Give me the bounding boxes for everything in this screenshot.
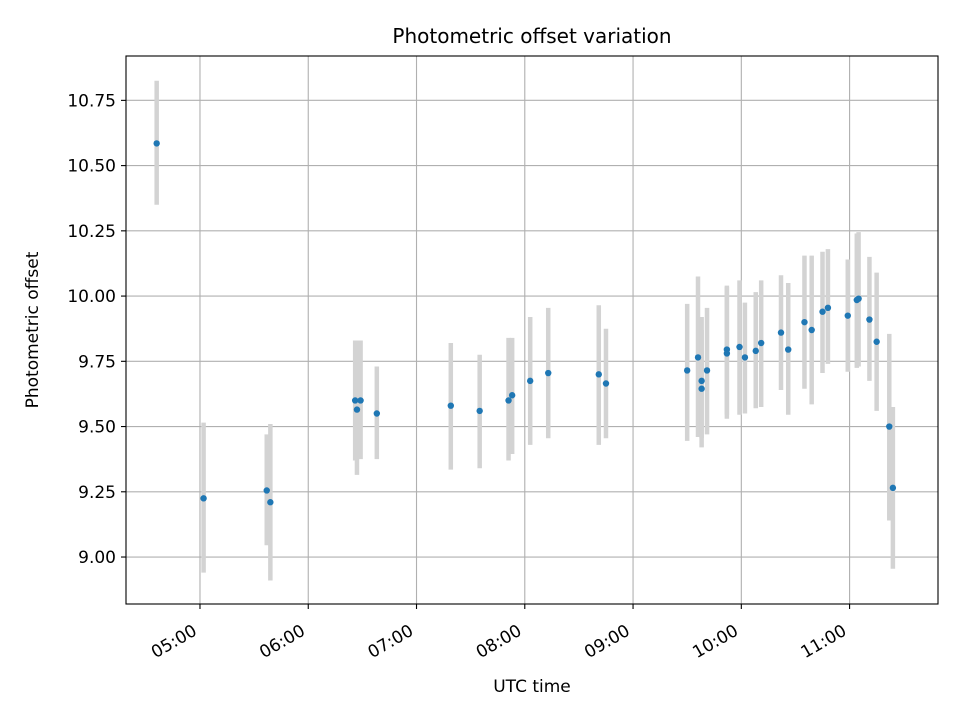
data-point [200, 495, 207, 502]
data-point [752, 347, 759, 355]
y-tick-label: 9.00 [78, 548, 116, 568]
data-point [873, 338, 880, 345]
data-point [741, 354, 749, 361]
data-point [357, 397, 364, 404]
y-tick-label: 10.50 [67, 157, 116, 177]
data-point [476, 407, 483, 415]
data-point [801, 318, 808, 326]
chart-title: Photometric offset variation [392, 24, 671, 48]
data-point [353, 406, 361, 413]
data-point [698, 385, 705, 392]
data-point [736, 343, 743, 351]
data-point [694, 354, 702, 361]
data-point [889, 484, 897, 492]
data-point [153, 140, 160, 147]
data-point [824, 304, 832, 312]
data-point [351, 397, 359, 404]
data-point [263, 487, 270, 494]
data-point [886, 423, 893, 430]
data-point [267, 499, 274, 506]
y-tick-label: 9.50 [78, 418, 116, 438]
y-axis-label: Photometric offset [23, 251, 43, 408]
data-point [526, 377, 534, 385]
y-tick-label: 10.25 [67, 222, 116, 242]
y-tick-label: 10.00 [67, 287, 116, 307]
data-point [855, 295, 862, 302]
data-point [508, 392, 516, 399]
x-axis-label: UTC time [493, 677, 571, 697]
points-layer [153, 140, 897, 506]
data-point [866, 316, 873, 323]
data-point [703, 367, 711, 374]
data-point [819, 308, 826, 315]
data-point [447, 402, 454, 409]
y-tick-label: 10.75 [67, 91, 116, 111]
data-point [595, 371, 602, 378]
data-point [777, 329, 785, 336]
y-tick-label: 9.25 [78, 483, 116, 503]
plot-frame [125, 55, 939, 605]
data-point [785, 346, 792, 353]
data-point [683, 367, 691, 374]
data-point [545, 369, 552, 377]
data-point [698, 377, 705, 385]
data-point [602, 380, 610, 387]
data-point [505, 397, 512, 404]
y-tick-label: 9.75 [78, 352, 116, 372]
data-point [373, 410, 381, 417]
data-point [757, 339, 765, 347]
data-point [808, 326, 815, 334]
data-point [844, 312, 851, 319]
data-point [723, 350, 731, 357]
